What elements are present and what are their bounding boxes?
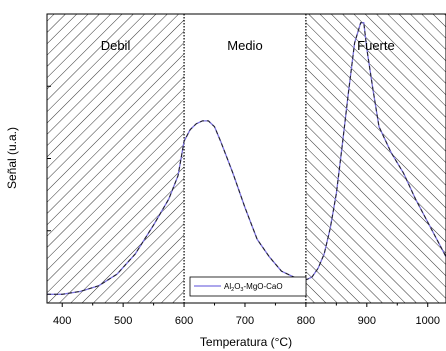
x-axis: 400 500 600 700 800 900 1000 — [53, 303, 440, 327]
region-fuerte-shade — [305, 14, 446, 303]
x-tick-label: 500 — [114, 315, 132, 327]
legend-text: Al2O3-MgO-CaO — [224, 282, 283, 293]
y-axis — [47, 85, 51, 232]
x-tick-label: 900 — [358, 315, 376, 327]
region-debil-shade — [47, 14, 185, 303]
x-tick-label: 400 — [53, 315, 71, 327]
region-labels: Debil Medio Fuerte — [101, 38, 395, 53]
legend-box — [189, 276, 307, 297]
legend-text-part: Al — [224, 282, 231, 291]
x-tick-label: 1000 — [415, 315, 439, 327]
x-tick-label: 700 — [236, 315, 254, 327]
legend-text-sub: 3 — [240, 287, 243, 293]
region-label-medio: Medio — [227, 38, 262, 53]
x-axis-label: Temperatura (°C) — [200, 335, 292, 349]
legend: Al2O3-MgO-CaO — [189, 276, 307, 297]
regions — [47, 14, 446, 303]
x-tick-label: 800 — [297, 315, 315, 327]
legend-text-part: -MgO-CaO — [243, 282, 282, 291]
region-label-debil: Debil — [101, 38, 131, 53]
y-axis-label: Señal (u.a.) — [5, 127, 19, 189]
x-tick-label: 600 — [175, 315, 193, 327]
legend-text-part: O — [234, 282, 240, 291]
region-label-fuerte: Fuerte — [357, 38, 395, 53]
legend-text-sub: 2 — [231, 287, 234, 293]
